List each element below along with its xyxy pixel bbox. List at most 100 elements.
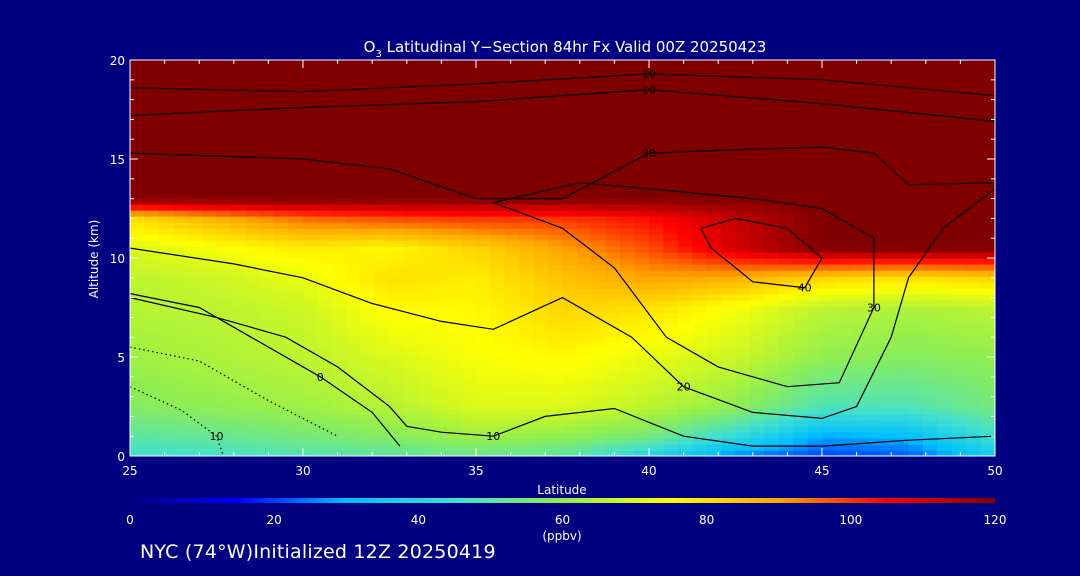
heatmap-cell xyxy=(966,300,982,307)
heatmap-cell xyxy=(735,432,751,439)
heatmap-cell xyxy=(663,102,679,109)
heatmap-cell xyxy=(389,192,405,199)
heatmap-cell xyxy=(937,396,953,403)
heatmap-cell xyxy=(476,384,492,391)
heatmap-cell xyxy=(173,126,189,133)
heatmap-cell xyxy=(331,258,347,265)
heatmap-cell xyxy=(591,60,607,67)
heatmap-cell xyxy=(230,390,246,397)
heatmap-cell xyxy=(807,66,823,73)
heatmap-cell xyxy=(288,312,304,319)
heatmap-cell xyxy=(202,450,218,456)
heatmap-cell xyxy=(403,120,419,127)
heatmap-cell xyxy=(749,78,765,85)
heatmap-cell xyxy=(865,438,881,445)
heatmap-cell xyxy=(706,228,722,235)
heatmap-cell xyxy=(533,198,549,205)
heatmap-cell xyxy=(331,420,347,427)
heatmap-cell xyxy=(288,264,304,271)
heatmap-cell xyxy=(187,348,203,355)
heatmap-cell xyxy=(850,378,866,385)
heatmap-cell xyxy=(245,102,261,109)
heatmap-cell xyxy=(144,72,160,79)
heatmap-cell xyxy=(476,258,492,265)
heatmap-cell xyxy=(519,324,535,331)
heatmap-cell xyxy=(202,330,218,337)
heatmap-cell xyxy=(980,120,995,127)
heatmap-cell xyxy=(937,150,953,157)
heatmap-cell xyxy=(173,414,189,421)
heatmap-cell xyxy=(375,396,391,403)
heatmap-cell xyxy=(331,372,347,379)
heatmap-cell xyxy=(591,210,607,217)
heatmap-cell xyxy=(937,96,953,103)
heatmap-cell xyxy=(894,132,910,139)
heatmap-cell xyxy=(922,150,938,157)
heatmap-cell xyxy=(317,132,333,139)
heatmap-cell xyxy=(288,138,304,145)
heatmap-cell xyxy=(519,402,535,409)
heatmap-cell xyxy=(677,180,693,187)
heatmap-cell xyxy=(966,438,982,445)
heatmap-cell xyxy=(908,438,924,445)
heatmap-cell xyxy=(966,348,982,355)
heatmap-cell xyxy=(677,366,693,373)
heatmap-cell xyxy=(677,66,693,73)
heatmap-cell xyxy=(749,300,765,307)
heatmap-cell xyxy=(562,270,578,277)
heatmap-cell xyxy=(202,174,218,181)
heatmap-cell xyxy=(663,342,679,349)
heatmap-cell xyxy=(605,396,621,403)
heatmap-cell xyxy=(375,192,391,199)
heatmap-cell xyxy=(447,414,463,421)
heatmap-cell xyxy=(634,264,650,271)
heatmap-cell xyxy=(476,426,492,433)
heatmap-cell xyxy=(317,60,333,67)
heatmap-cell xyxy=(346,402,362,409)
heatmap-cell xyxy=(591,378,607,385)
heatmap-cell xyxy=(576,420,592,427)
heatmap-cell xyxy=(793,330,809,337)
heatmap-cell xyxy=(144,360,160,367)
heatmap-cell xyxy=(778,234,794,241)
heatmap-cell xyxy=(533,138,549,145)
heatmap-cell xyxy=(230,78,246,85)
heatmap-cell xyxy=(865,132,881,139)
heatmap-cell xyxy=(562,312,578,319)
heatmap-cell xyxy=(850,240,866,247)
heatmap-cell xyxy=(259,120,275,127)
heatmap-cell xyxy=(937,432,953,439)
heatmap-cell xyxy=(836,240,852,247)
heatmap-cell xyxy=(130,414,146,421)
heatmap-cell xyxy=(778,252,794,259)
heatmap-cell xyxy=(331,102,347,109)
heatmap-cell xyxy=(749,84,765,91)
heatmap-cell xyxy=(793,210,809,217)
heatmap-cell xyxy=(461,444,477,451)
heatmap-cell xyxy=(504,234,520,241)
heatmap-cell xyxy=(173,378,189,385)
heatmap-cell xyxy=(216,78,232,85)
heatmap-cell xyxy=(966,432,982,439)
heatmap-cell xyxy=(533,90,549,97)
heatmap-cell xyxy=(634,336,650,343)
heatmap-cell xyxy=(634,186,650,193)
heatmap-cell xyxy=(807,72,823,79)
heatmap-cell xyxy=(894,330,910,337)
heatmap-cell xyxy=(966,318,982,325)
heatmap-cell xyxy=(562,108,578,115)
heatmap-cell xyxy=(865,108,881,115)
heatmap-cell xyxy=(360,126,376,133)
heatmap-cell xyxy=(937,414,953,421)
heatmap-cell xyxy=(447,390,463,397)
heatmap-cell xyxy=(158,90,174,97)
heatmap-cell xyxy=(274,300,290,307)
heatmap-cell xyxy=(548,90,564,97)
heatmap-cell xyxy=(721,156,737,163)
heatmap-cell xyxy=(548,390,564,397)
heatmap-cell xyxy=(202,336,218,343)
heatmap-cell xyxy=(620,276,636,283)
heatmap-cell xyxy=(721,276,737,283)
heatmap-cell xyxy=(245,246,261,253)
heatmap-cell xyxy=(721,240,737,247)
